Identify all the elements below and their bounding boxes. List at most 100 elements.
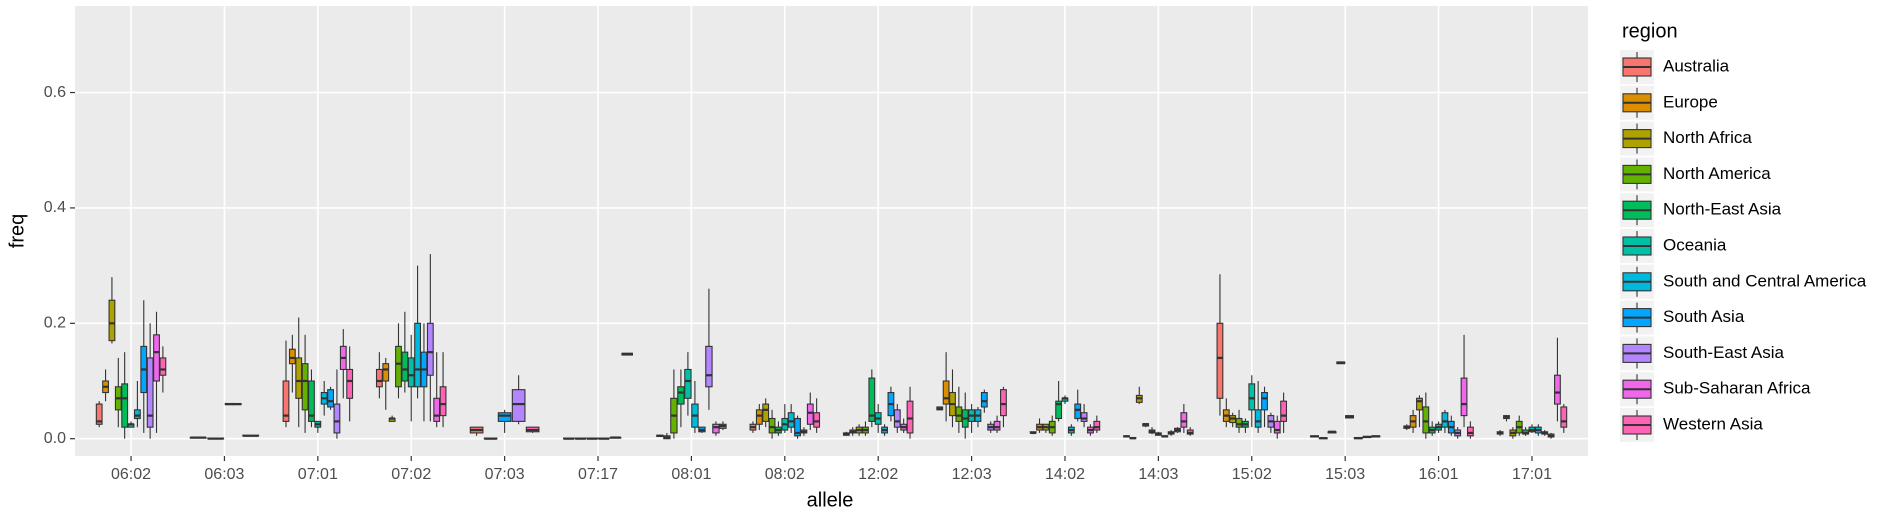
legend-label: South and Central America [1663,271,1867,290]
box [955,406,963,422]
box [1422,406,1430,434]
legend-label: Oceania [1663,235,1727,254]
box [993,420,1001,431]
box [677,386,685,405]
box [1554,374,1561,405]
box [121,383,129,428]
legend-label: North Africa [1663,128,1752,147]
x-tick-label: 07:01 [298,466,338,483]
box [1055,400,1063,420]
box [806,403,814,425]
y-tick-label: 0.0 [44,430,66,447]
box [942,380,950,405]
legend-label: South Asia [1663,307,1745,326]
box [755,409,763,425]
box [159,357,167,376]
box [288,348,296,365]
x-tick-label: 08:01 [671,466,711,483]
legend-label: Europe [1663,92,1718,111]
box [426,322,434,376]
box [511,389,526,422]
box [375,368,383,388]
box [1248,383,1256,411]
x-tick-label: 08:02 [765,466,805,483]
box [282,380,290,422]
box [1216,322,1224,399]
box [1080,412,1088,422]
y-tick-label: 0.2 [44,315,66,332]
x-tick-label: 06:02 [111,466,151,483]
legend-label: North America [1663,164,1771,183]
box [295,357,303,399]
box [146,357,154,428]
box [1000,389,1007,417]
box [95,403,103,425]
x-tick-label: 14:02 [1045,466,1085,483]
legend-label: North-East Asia [1663,200,1782,219]
x-tick-label: 15:02 [1232,466,1272,483]
legend-label: Australia [1663,56,1730,75]
y-axis-title: freq [6,214,28,248]
box [768,417,776,434]
box [346,368,354,399]
box [787,412,795,428]
box [327,389,334,408]
box [1280,400,1288,422]
box [980,391,988,408]
x-tick-label: 07:03 [485,466,525,483]
box [1180,412,1188,428]
panel [75,6,1588,456]
legend-label: Western Asia [1663,414,1763,433]
box [382,363,390,382]
box [301,363,309,411]
x-tick-label: 06:03 [204,466,244,483]
box [794,417,801,437]
box [133,409,141,420]
box [439,386,447,417]
box [906,400,914,434]
box [395,345,402,388]
x-axis-title: allele [807,489,854,511]
box [1466,426,1474,437]
box [1093,420,1101,431]
box [762,403,770,422]
x-tick-label: 16:01 [1419,466,1459,483]
x-tick-label: 14:03 [1138,466,1178,483]
box [153,334,160,382]
box [705,345,713,388]
x-tick-label: 07:02 [391,466,431,483]
box [893,409,901,428]
box [1261,391,1268,411]
box [333,403,341,434]
x-tick-label: 07:17 [578,466,618,483]
box [1254,409,1262,428]
y-tick-label: 0.4 [44,199,66,216]
box [868,377,876,422]
box [1074,403,1082,420]
box [1273,420,1281,434]
box [1416,397,1423,411]
x-tick-label: 15:03 [1325,466,1365,483]
box [1441,412,1449,428]
box [712,423,720,434]
box [684,368,692,399]
legend-title: region [1622,20,1678,42]
box [108,299,116,342]
box [813,412,821,428]
box [1235,417,1243,428]
x-tick-label: 12:03 [952,466,992,483]
box [414,322,422,388]
x-tick-label: 17:01 [1512,466,1552,483]
box [407,357,415,388]
legend-label: Sub-Saharan Africa [1663,379,1811,398]
box [1460,377,1468,417]
x-tick-label: 12:02 [858,466,898,483]
box [1560,406,1568,428]
legend-label: South-East Asia [1663,343,1785,362]
box [308,380,315,422]
box [401,351,409,382]
box [497,412,512,422]
y-tick-label: 0.6 [44,84,66,101]
box [433,397,441,422]
